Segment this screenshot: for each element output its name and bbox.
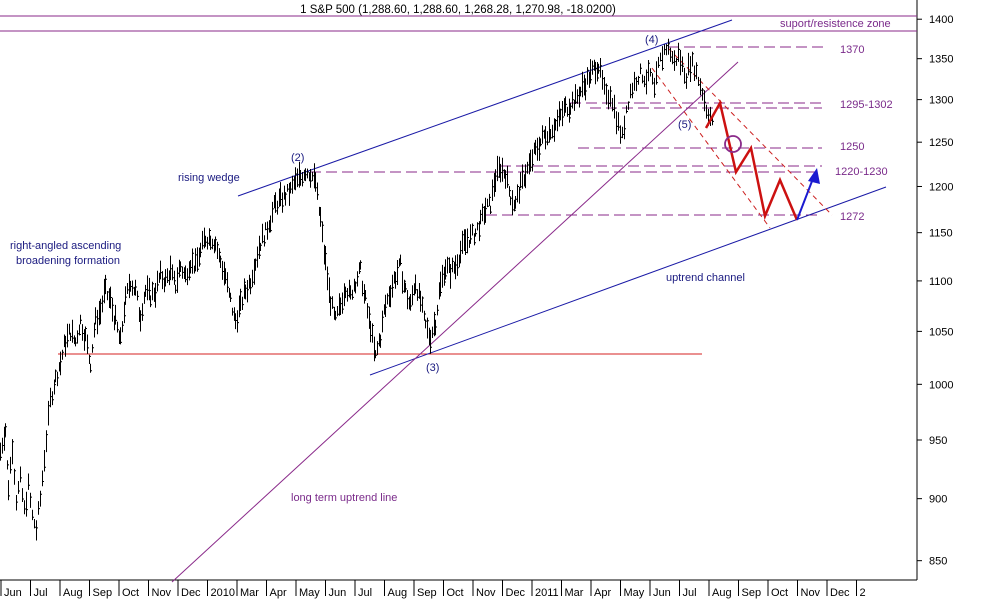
x-tick-label: Nov [801, 587, 821, 599]
x-tick-label: Jun [653, 587, 671, 599]
label-broadening-2: broadening formation [16, 255, 120, 267]
x-tick-label: May [624, 587, 645, 599]
x-tick-label: Jul [34, 587, 48, 599]
y-tick-label: 1350 [929, 54, 953, 66]
x-tick-label: Aug [63, 587, 83, 599]
label-1370: 1370 [840, 44, 864, 56]
y-axis: 850 900 950 1000 1050 1100 1150 1200 1250 1300 135… [917, 14, 953, 568]
x-tick-label: Apr [270, 587, 287, 599]
label-wave-2: (2) [291, 152, 304, 164]
label-long-term-uptrend: long term uptrend line [291, 492, 397, 504]
x-tick-label: Jul [683, 587, 697, 599]
label-1295-1302: 1295-1302 [840, 99, 893, 111]
x-tick-label: Oct [122, 587, 139, 599]
label-wave-4: (4) [645, 34, 658, 46]
x-tick-label: Mar [240, 587, 259, 599]
price-series [0, 38, 714, 541]
x-tick-label: Sep [93, 587, 113, 599]
x-tick-label: Jul [358, 587, 372, 599]
y-tick-label: 950 [929, 435, 947, 447]
x-tick-label: Sep [742, 587, 762, 599]
x-axis: Jun Jul Aug Sep Oct Nov Dec 2010 Mar Apr May Jun Jul… [0, 580, 866, 599]
y-tick-label: 900 [929, 494, 947, 506]
x-tick-label: May [299, 587, 320, 599]
x-tick-label: Oct [771, 587, 788, 599]
y-tick-label: 1250 [929, 137, 953, 149]
price-bars [0, 38, 714, 541]
x-tick-label: Mar [565, 587, 584, 599]
chart-title: 1 S&P 500 (1,288.60, 1,288.60, 1,268.28,… [300, 4, 616, 16]
label-uptrend-channel: uptrend channel [666, 272, 745, 284]
y-tick-label: 1300 [929, 95, 953, 107]
x-tick-label: 2011 [535, 587, 559, 599]
x-tick-label: Dec [830, 587, 850, 599]
label-1250: 1250 [840, 141, 864, 153]
y-tick-label: 1050 [929, 326, 953, 338]
x-tick-label: 2010 [211, 587, 235, 599]
x-tick-label: Apr [594, 587, 611, 599]
x-tick-label: Sep [417, 587, 437, 599]
y-tick-label: 1200 [929, 181, 953, 193]
projection-blue-arrowhead [808, 168, 820, 184]
y-tick-label: 1100 [929, 276, 953, 288]
projection-red-zigzag [704, 99, 799, 221]
y-tick-label: 1400 [929, 14, 953, 26]
label-resistance-zone: suport/resistence zone [780, 18, 891, 30]
x-tick-label: Aug [388, 587, 408, 599]
long-term-uptrend-line [171, 61, 739, 583]
y-tick-label: 1150 [929, 228, 953, 240]
projection-blue-up-line [796, 175, 815, 221]
downtrend-channel-lower [651, 67, 771, 229]
y-tick-label: 1000 [929, 379, 953, 391]
x-tick-label: Jun [329, 587, 347, 599]
x-tick-label: Dec [181, 587, 201, 599]
x-tick-label: Jun [4, 587, 22, 599]
y-tick-label: 850 [929, 556, 947, 568]
x-tick-label: Nov [476, 587, 496, 599]
uptrend-channel-lower-line [369, 186, 887, 376]
label-wave-5: (5) [678, 119, 691, 131]
rising-wedge-upper-line [237, 19, 733, 197]
x-tick-label: Aug [712, 587, 732, 599]
x-tick-label: Dec [506, 587, 526, 599]
x-tick-label: Nov [152, 587, 172, 599]
label-broadening-1: right-angled ascending [10, 240, 121, 252]
x-tick-label: Oct [447, 587, 464, 599]
label-wave-3: (3) [426, 362, 439, 374]
label-1272: 1272 [840, 211, 864, 223]
label-rising-wedge: rising wedge [178, 172, 240, 184]
label-1220-1230: 1220-1230 [835, 166, 888, 178]
target-circle [724, 135, 742, 153]
x-tick-label: 2 [860, 587, 866, 599]
